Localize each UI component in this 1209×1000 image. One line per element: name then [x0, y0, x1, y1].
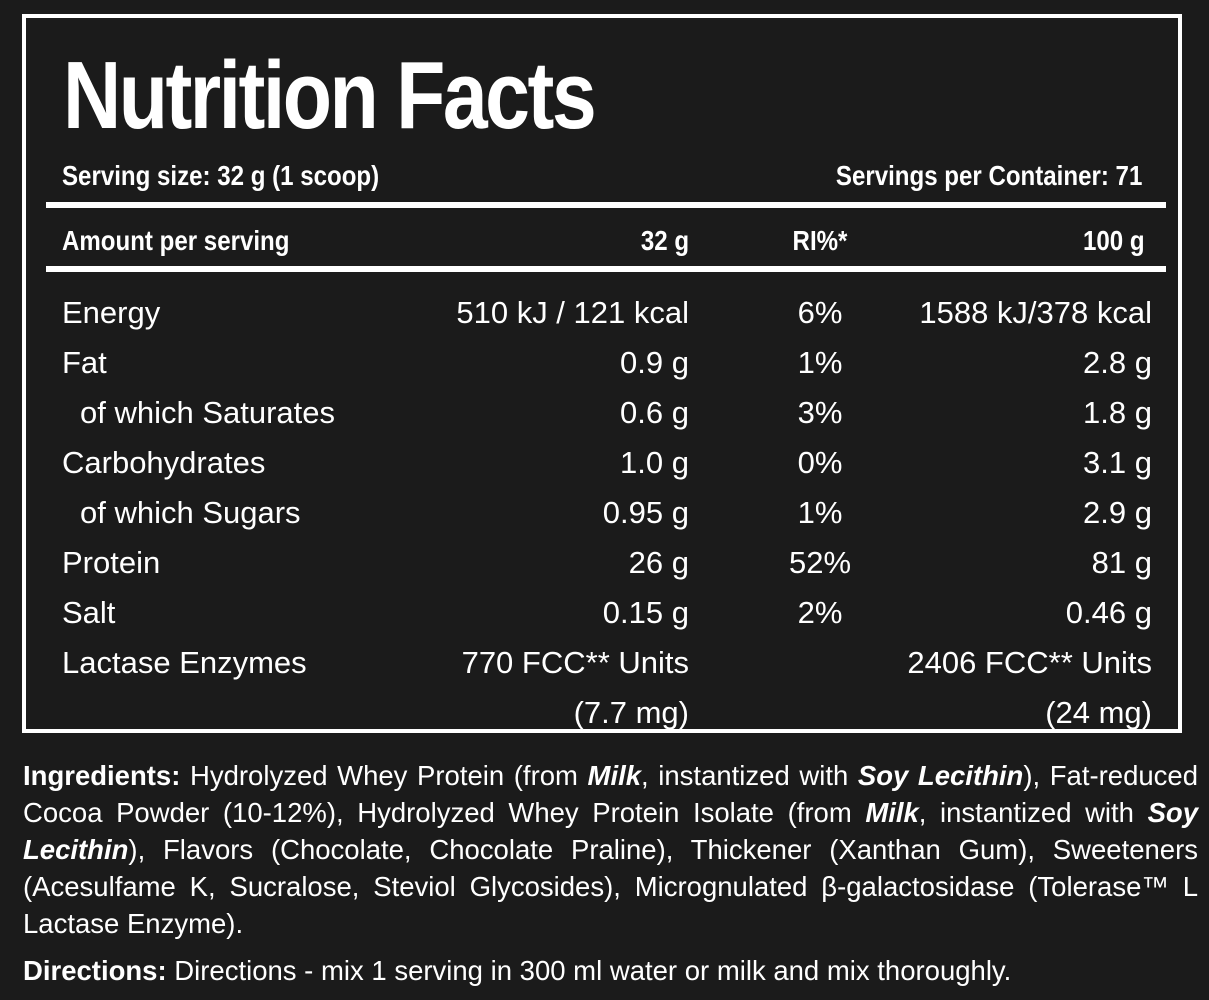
ri-value: 52%: [788, 545, 852, 580]
nutrition-facts-panel: Nutrition Facts Serving size: 32 g (1 sc…: [22, 14, 1182, 733]
table-row: Salt 0.15 g 2% 0.46 g: [62, 588, 1152, 638]
table-row: Fat 0.9 g 1% 2.8 g: [62, 338, 1152, 388]
allergen-soy-lecithin: Soy Lecithin: [23, 797, 1199, 865]
divider-header: [46, 266, 1166, 272]
nutrient-name: Salt: [62, 595, 116, 630]
nutrient-name: Carbohydrates: [62, 445, 266, 480]
ri-value: 2%: [797, 595, 843, 630]
nutrition-table: Energy 510 kJ / 121 kcal 6% 1588 kJ/378 …: [62, 288, 1152, 738]
table-row: of which Sugars 0.95 g 1% 2.9 g: [62, 488, 1152, 538]
per-100g-value: (24 mg): [1045, 695, 1152, 730]
allergen-milk: Milk: [865, 797, 919, 828]
header-per-100g: 100 g: [1083, 225, 1145, 256]
ingredients-paragraph: Ingredients: Hydrolyzed Whey Protein (fr…: [23, 757, 1198, 942]
per-100g-value: 2.8 g: [1083, 345, 1152, 380]
ingredients-label: Ingredients:: [23, 760, 181, 791]
allergen-milk: Milk: [587, 760, 642, 791]
per-100g-value: 0.46 g: [1065, 595, 1152, 630]
directions-paragraph: Directions: Directions - mix 1 serving i…: [23, 952, 1198, 989]
per-serving-value: 0.15 g: [602, 595, 689, 630]
per-100g-value: 2.9 g: [1083, 495, 1152, 530]
table-row: Protein 26 g 52% 81 g: [62, 538, 1152, 588]
ri-value: 3%: [797, 395, 843, 430]
per-serving-value: 0.6 g: [620, 395, 689, 430]
serving-size: Serving size: 32 g (1 scoop): [62, 160, 380, 191]
nutrient-name: Protein: [62, 545, 161, 580]
ri-value: 1%: [797, 345, 843, 380]
header-amount-per-serving: Amount per serving: [62, 225, 290, 256]
per-100g-value: 1588 kJ/378 kcal: [919, 295, 1152, 330]
per-serving-value: 26 g: [628, 545, 689, 580]
table-header-row: Amount per serving 32 g RI%* 100 g: [62, 223, 1152, 259]
nutrient-name: Energy: [62, 295, 161, 330]
ingredients-text: Hydrolyzed Whey Protein (from: [180, 760, 588, 791]
divider-top: [46, 202, 1166, 208]
per-100g-value: 81 g: [1091, 545, 1152, 580]
per-100g-value: 2406 FCC** Units: [907, 645, 1152, 680]
serving-info-row: Serving size: 32 g (1 scoop) Servings pe…: [62, 158, 1142, 194]
header-per-serving: 32 g: [640, 225, 689, 256]
ingredients-text: ), Flavors (Chocolate, Chocolate Praline…: [23, 834, 1198, 939]
per-100g-value: 3.1 g: [1083, 445, 1152, 480]
per-serving-value: (7.7 mg): [573, 695, 689, 730]
nutrient-name: Fat: [62, 345, 107, 380]
nutrient-name: Lactase Enzymes: [62, 645, 307, 680]
per-serving-value: 0.9 g: [620, 345, 689, 380]
table-row: of which Saturates 0.6 g 3% 1.8 g: [62, 388, 1152, 438]
ingredients-text: ), Fat-reduced Cocoa Powder (10-12%), Hy…: [23, 760, 1199, 828]
nutrition-facts-title: Nutrition Facts: [63, 42, 597, 149]
table-row: Energy 510 kJ / 121 kcal 6% 1588 kJ/378 …: [62, 288, 1152, 338]
ri-value: 6%: [797, 295, 843, 330]
table-row: (7.7 mg) (24 mg): [62, 688, 1152, 738]
table-row: Lactase Enzymes 770 FCC** Units 2406 FCC…: [62, 638, 1152, 688]
per-serving-value: 770 FCC** Units: [461, 645, 689, 680]
directions-label: Directions:: [23, 955, 167, 986]
per-serving-value: 0.95 g: [602, 495, 689, 530]
ingredients-text: , instantized with: [641, 760, 858, 791]
ri-value: 1%: [797, 495, 843, 530]
header-ri: RI%*: [792, 225, 848, 256]
ingredients-text: , instantized with: [918, 797, 1148, 828]
per-serving-value: 510 kJ / 121 kcal: [456, 295, 689, 330]
ri-value: 0%: [797, 445, 843, 480]
table-row: Carbohydrates 1.0 g 0% 3.1 g: [62, 438, 1152, 488]
directions-text: Directions - mix 1 serving in 300 ml wat…: [166, 955, 1012, 986]
servings-per-container: Servings per Container: 71: [835, 160, 1142, 191]
allergen-soy-lecithin: Soy Lecithin: [857, 760, 1024, 791]
nutrient-name: of which Sugars: [80, 495, 301, 530]
per-100g-value: 1.8 g: [1083, 395, 1152, 430]
nutrient-name: of which Saturates: [80, 395, 336, 430]
per-serving-value: 1.0 g: [620, 445, 689, 480]
